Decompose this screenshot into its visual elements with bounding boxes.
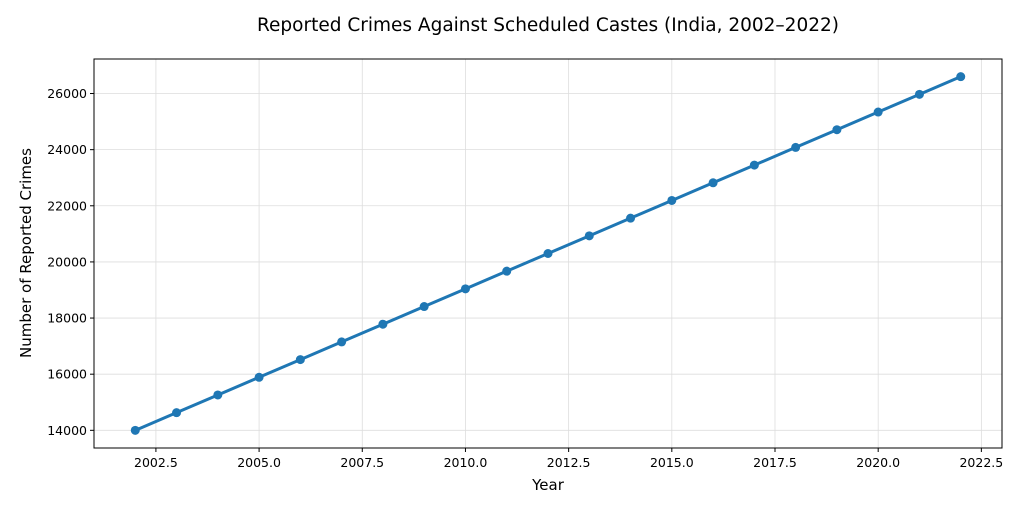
data-point [584, 231, 594, 241]
x-axis-label: Year [531, 476, 565, 494]
data-point [130, 425, 140, 435]
ticks: 2002.5 2005.0 2007.5 2010.0 2012.5 2015.0 2017… [47, 86, 1003, 470]
data-point [337, 337, 347, 347]
x-tick-label: 2002.5 [134, 455, 178, 470]
data-point [873, 107, 883, 117]
chart-title: Reported Crimes Against Scheduled Castes… [257, 15, 839, 36]
y-axis-label: Number of Reported Crimes [17, 148, 35, 358]
data-point [172, 408, 182, 418]
plot-frame [93, 58, 1003, 449]
x-tick-label: 2010.0 [444, 455, 488, 470]
data-point [791, 142, 801, 152]
data-point [914, 89, 924, 99]
x-tick-label: 2005.0 [237, 455, 281, 470]
data-point [502, 266, 512, 276]
data-point [460, 284, 470, 294]
y-tick-label: 26000 [47, 86, 87, 101]
data-point [213, 390, 223, 400]
series [130, 72, 966, 435]
data-point [295, 355, 305, 365]
data-point [749, 160, 759, 170]
y-tick-label: 18000 [47, 311, 87, 326]
y-tick-label: 14000 [47, 423, 87, 438]
data-point [543, 249, 553, 258]
x-tick-label: 2020.0 [856, 455, 900, 470]
x-tick-label: 2012.5 [547, 455, 591, 470]
data-point [254, 372, 264, 382]
y-tick-label: 16000 [47, 367, 87, 382]
data-point [667, 195, 677, 205]
data-point [832, 125, 842, 135]
x-tick-label: 2015.0 [650, 455, 694, 470]
data-point [419, 302, 429, 312]
x-tick-label: 2022.5 [959, 455, 1003, 470]
y-tick-label: 22000 [47, 198, 87, 213]
grid [94, 59, 1002, 448]
x-tick-label: 2017.5 [753, 455, 797, 470]
y-tick-label: 24000 [47, 142, 87, 157]
data-point [956, 72, 966, 82]
y-tick-label: 20000 [47, 254, 87, 269]
data-point [708, 178, 718, 188]
data-point [378, 319, 388, 329]
data-point [626, 213, 636, 223]
x-tick-label: 2007.5 [340, 455, 384, 470]
